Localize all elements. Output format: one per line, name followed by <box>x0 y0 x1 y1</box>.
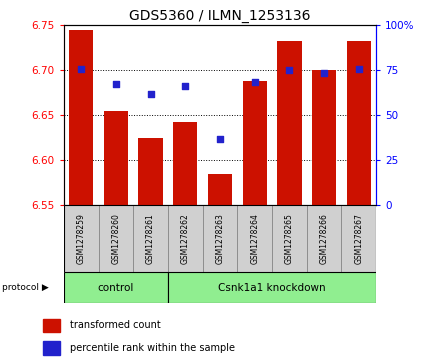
Point <box>182 83 189 89</box>
FancyBboxPatch shape <box>203 205 237 272</box>
Point <box>216 136 224 142</box>
Point <box>147 91 154 97</box>
FancyBboxPatch shape <box>272 205 307 272</box>
Text: Csnk1a1 knockdown: Csnk1a1 knockdown <box>218 283 326 293</box>
Bar <box>104 111 128 205</box>
Text: GSM1278267: GSM1278267 <box>354 213 363 264</box>
Bar <box>173 122 198 205</box>
FancyBboxPatch shape <box>237 205 272 272</box>
Text: control: control <box>98 283 134 293</box>
Text: GSM1278266: GSM1278266 <box>319 213 329 264</box>
FancyBboxPatch shape <box>133 205 168 272</box>
Point <box>251 79 258 85</box>
Text: GSM1278265: GSM1278265 <box>285 213 294 264</box>
Point <box>286 68 293 73</box>
Bar <box>69 30 93 205</box>
Text: transformed count: transformed count <box>70 321 161 330</box>
Bar <box>242 81 267 205</box>
Text: GSM1278260: GSM1278260 <box>111 213 121 264</box>
Bar <box>43 319 60 332</box>
Bar <box>139 138 163 205</box>
FancyBboxPatch shape <box>168 272 376 303</box>
FancyBboxPatch shape <box>341 205 376 272</box>
Text: protocol ▶: protocol ▶ <box>2 283 49 292</box>
FancyBboxPatch shape <box>168 205 203 272</box>
Bar <box>208 174 232 205</box>
Text: GSM1278263: GSM1278263 <box>216 213 224 264</box>
Point <box>112 81 119 87</box>
Title: GDS5360 / ILMN_1253136: GDS5360 / ILMN_1253136 <box>129 9 311 23</box>
Text: GSM1278259: GSM1278259 <box>77 213 86 264</box>
Bar <box>43 342 60 355</box>
FancyBboxPatch shape <box>99 205 133 272</box>
Text: GSM1278261: GSM1278261 <box>146 213 155 264</box>
Bar <box>347 41 371 205</box>
Point <box>77 66 84 72</box>
Bar <box>277 41 301 205</box>
Bar <box>312 70 336 205</box>
Text: GSM1278264: GSM1278264 <box>250 213 259 264</box>
FancyBboxPatch shape <box>64 205 99 272</box>
Text: percentile rank within the sample: percentile rank within the sample <box>70 343 235 353</box>
FancyBboxPatch shape <box>64 272 168 303</box>
Point <box>321 70 328 76</box>
Text: GSM1278262: GSM1278262 <box>181 213 190 264</box>
FancyBboxPatch shape <box>307 205 341 272</box>
Point <box>356 66 363 72</box>
